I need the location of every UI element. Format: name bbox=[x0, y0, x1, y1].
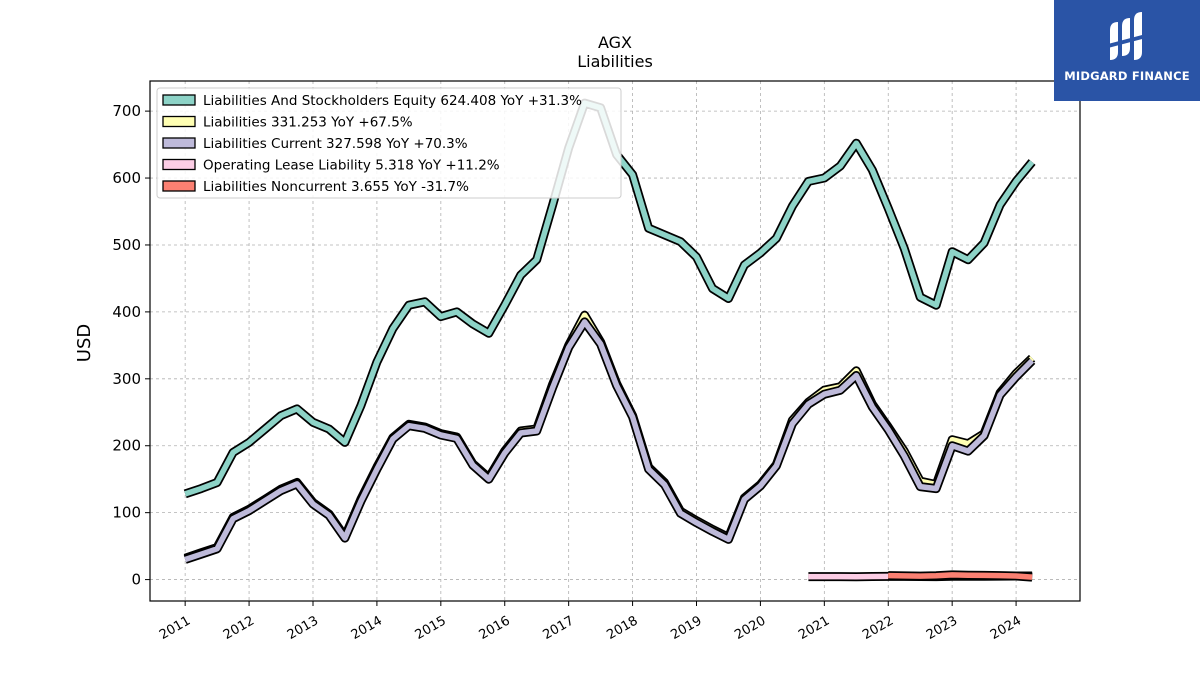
series-layer bbox=[183, 98, 1036, 582]
y-tick-label: 500 bbox=[112, 236, 141, 254]
y-tick-label: 600 bbox=[112, 169, 141, 187]
legend-box bbox=[156, 87, 622, 199]
chart-subtitle: Liabilities bbox=[577, 52, 653, 71]
series-4 bbox=[888, 570, 1033, 582]
y-tick-label: 200 bbox=[112, 437, 141, 455]
y-axis: 0 100 200 300 400 500 600 700 bbox=[112, 102, 150, 589]
y-tick-label: 400 bbox=[112, 303, 141, 321]
x-tick-label: 2017 bbox=[540, 613, 576, 643]
x-axis: 2011 2012 2013 2014 2015 2016 2017 2018 2019 2020… bbox=[157, 601, 1024, 643]
x-tick-label: 2013 bbox=[285, 613, 321, 643]
x-tick-label: 2012 bbox=[221, 613, 257, 643]
x-tick-label: 2018 bbox=[604, 613, 640, 643]
legend-swatch bbox=[162, 180, 196, 192]
y-axis-label: USD bbox=[74, 324, 95, 362]
legend-swatch bbox=[162, 115, 196, 128]
y-tick-label: 100 bbox=[112, 504, 141, 522]
legend-label: Operating Lease Liability 5.318 YoY +11.… bbox=[203, 158, 500, 174]
x-tick-label: 2016 bbox=[477, 613, 513, 643]
legend-swatch bbox=[162, 137, 196, 149]
x-tick-label: 2020 bbox=[732, 613, 768, 643]
legend-label: Liabilities Current 327.598 YoY +70.3% bbox=[203, 136, 468, 152]
midgard-finance-logo: MIDGARD FINANCE bbox=[1054, 0, 1200, 101]
series-line bbox=[184, 319, 1035, 563]
x-tick-label: 2022 bbox=[860, 613, 896, 643]
x-tick-label: 2014 bbox=[349, 613, 385, 643]
x-tick-label: 2023 bbox=[924, 613, 960, 643]
legend: Liabilities And Stockholders Equity 624.… bbox=[156, 87, 622, 199]
series-line-outline bbox=[183, 310, 1036, 563]
y-tick-label: 300 bbox=[112, 370, 141, 388]
legend-swatch bbox=[162, 94, 196, 106]
logo-mark-icon bbox=[1108, 12, 1146, 60]
series-2 bbox=[183, 317, 1036, 564]
series-1 bbox=[183, 310, 1036, 563]
y-tick-label: 700 bbox=[112, 102, 141, 120]
x-tick-label: 2024 bbox=[988, 613, 1024, 643]
x-tick-label: 2019 bbox=[668, 613, 704, 643]
chart-title: AGX bbox=[598, 33, 632, 52]
legend-label: Liabilities 331.253 YoY +67.5% bbox=[203, 115, 413, 131]
logo-brand-text: MIDGARD FINANCE bbox=[1064, 69, 1190, 83]
legend-label: Liabilities Noncurrent 3.655 YoY -31.7% bbox=[203, 179, 469, 195]
y-tick-label: 0 bbox=[131, 571, 141, 589]
x-tick-label: 2015 bbox=[413, 613, 449, 643]
plot-frame bbox=[149, 80, 1081, 602]
legend-swatch bbox=[162, 158, 196, 171]
x-tick-label: 2011 bbox=[157, 613, 193, 643]
x-tick-label: 2021 bbox=[796, 613, 832, 643]
series-line bbox=[888, 572, 1033, 580]
legend-label: Liabilities And Stockholders Equity 624.… bbox=[203, 93, 582, 109]
